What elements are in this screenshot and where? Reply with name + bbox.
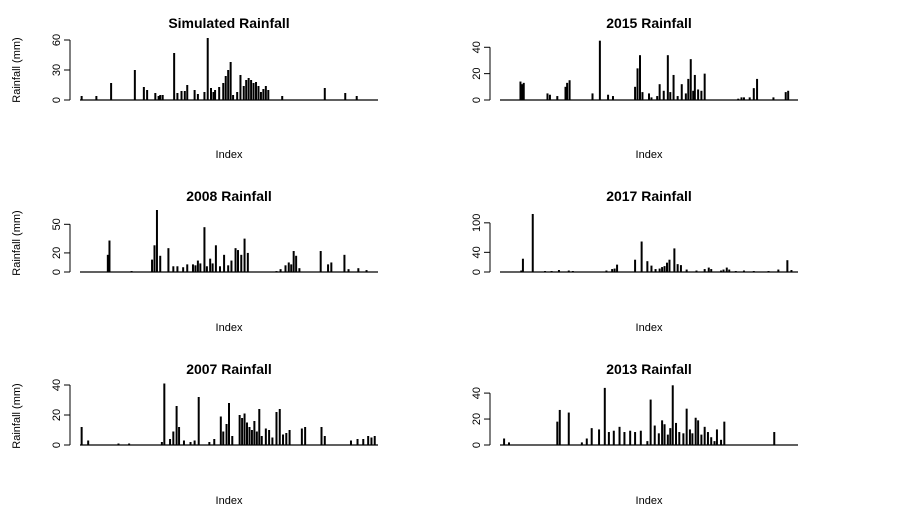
y-axis: 0 20 40 [471,387,491,448]
x-axis-label: Index [216,495,243,507]
chart-panel-simulated: Simulated Rainfall Rainfall (mm) Index 0… [11,15,378,161]
y-axis: 0 30 60 [51,34,71,103]
chart-title: 2007 Rainfall [186,361,272,377]
y-tick-label: 0 [471,97,483,103]
x-axis-label: Index [636,495,663,507]
chart-title: 2017 Rainfall [606,188,692,204]
y-tick-label: 20 [51,409,63,421]
y-tick-label: 40 [471,41,483,53]
y-tick-label: 0 [471,269,483,275]
bar-series [500,40,798,101]
y-axis-label: Rainfall (mm) [11,383,23,448]
y-tick-label: 0 [51,269,63,275]
chart-title: Simulated Rainfall [168,15,289,31]
x-axis-label: Index [636,149,663,161]
y-tick-label: 100 [471,214,483,232]
y-axis: 0 20 40 [471,41,491,103]
bar-series [80,38,378,101]
y-tick-label: 20 [51,247,63,259]
y-tick-label: 0 [471,442,483,448]
bar-series [500,213,798,273]
chart-title: 2015 Rainfall [606,15,692,31]
x-axis-label: Index [636,322,663,334]
bar-series [80,383,378,446]
bar-series [80,210,378,273]
chart-panel-2008: 2008 Rainfall Rainfall (mm) Index 0 20 50 [11,188,378,334]
x-axis-label: Index [216,322,243,334]
x-axis-label: Index [216,149,243,161]
y-axis: 0 20 40 [51,379,71,448]
y-tick-label: 20 [471,413,483,425]
y-tick-label: 0 [51,97,63,103]
y-tick-label: 40 [51,379,63,391]
y-tick-label: 40 [471,387,483,399]
y-tick-label: 60 [51,34,63,46]
y-axis-label: Rainfall (mm) [11,210,23,275]
y-tick-label: 50 [51,218,63,230]
y-axis: 0 40 100 [471,214,491,275]
y-axis-label: Rainfall (mm) [11,37,23,102]
y-tick-label: 40 [471,246,483,258]
bar-series [500,385,798,446]
y-tick-label: 0 [51,442,63,448]
chart-panel-2007: 2007 Rainfall Rainfall (mm) Index 0 20 40 [11,361,378,507]
y-tick-label: 30 [51,64,63,76]
chart-title: 2008 Rainfall [186,188,272,204]
y-tick-label: 20 [471,68,483,80]
y-axis: 0 20 50 [51,218,71,275]
chart-title: 2013 Rainfall [606,361,692,377]
